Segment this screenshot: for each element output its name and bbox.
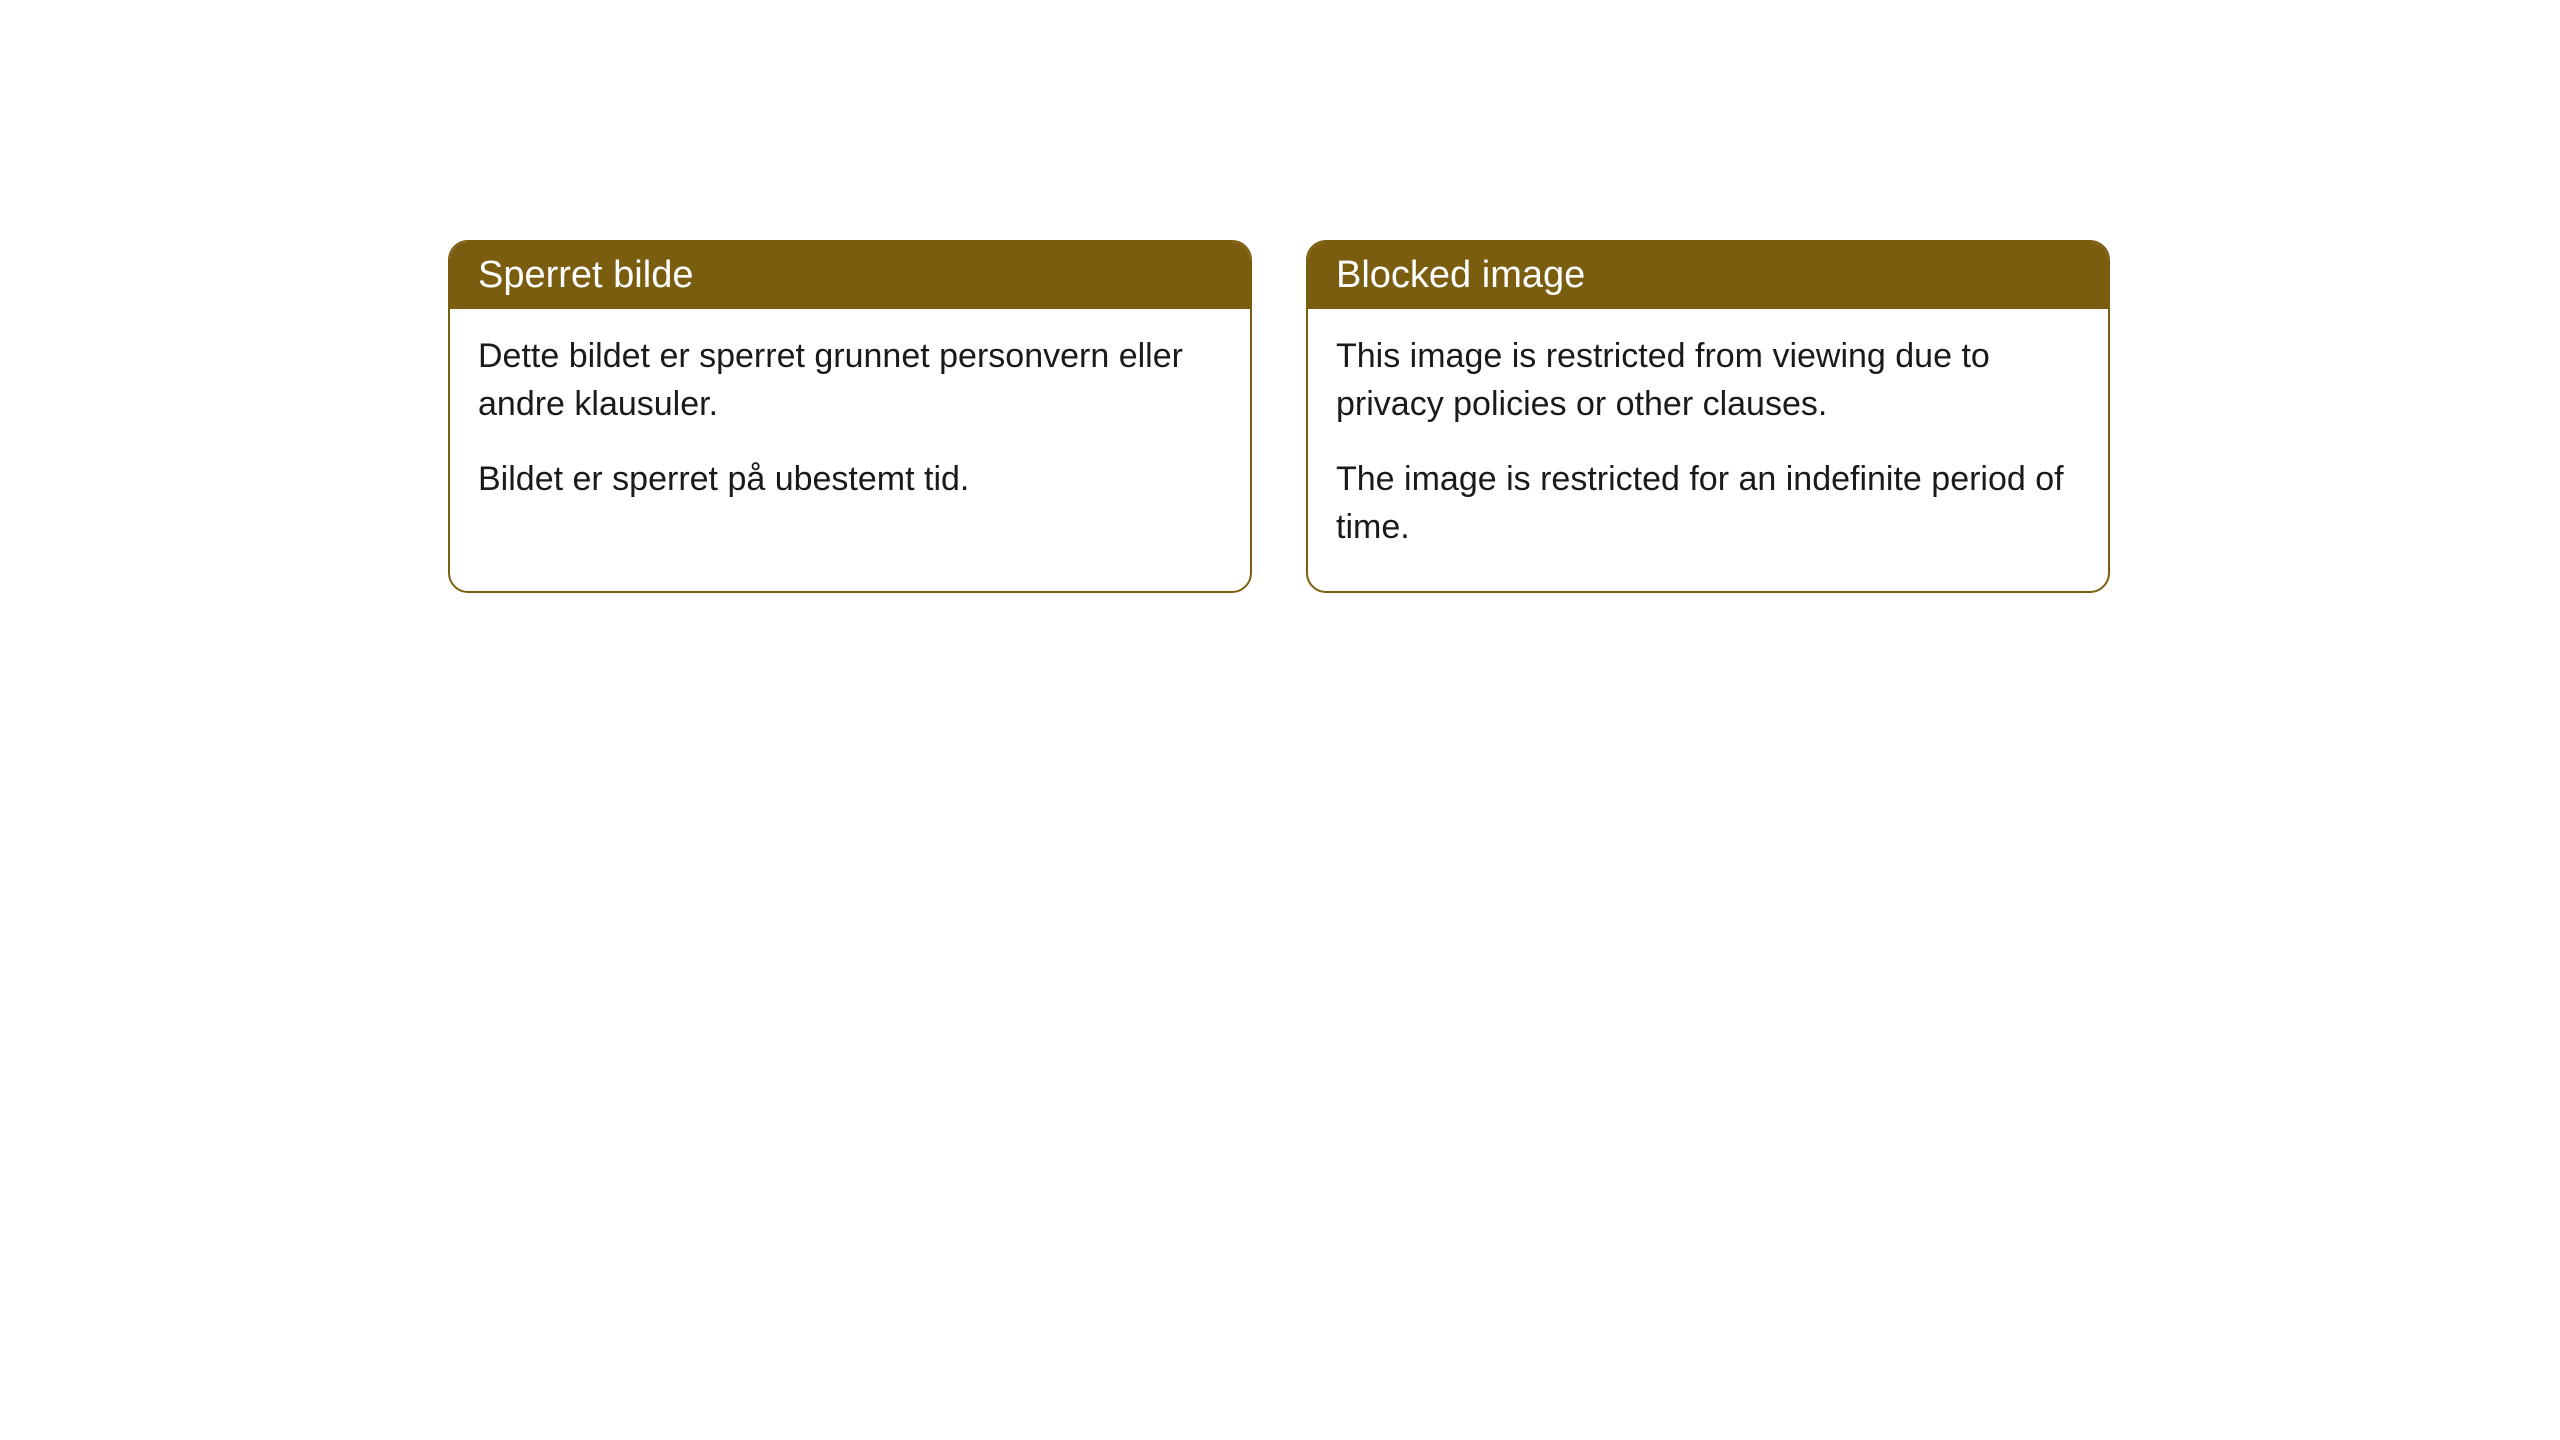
card-body: This image is restricted from viewing du… [1308, 309, 2108, 591]
card-paragraph: The image is restricted for an indefinit… [1336, 456, 2080, 551]
card-body: Dette bildet er sperret grunnet personve… [450, 309, 1250, 544]
card-title: Sperret bilde [478, 254, 693, 296]
notice-cards-container: Sperret bilde Dette bildet er sperret gr… [0, 0, 2560, 593]
card-paragraph: This image is restricted from viewing du… [1336, 333, 2080, 428]
card-paragraph: Dette bildet er sperret grunnet personve… [478, 333, 1222, 428]
card-paragraph: Bildet er sperret på ubestemt tid. [478, 456, 1222, 504]
card-title: Blocked image [1336, 254, 1585, 296]
blocked-image-card-norwegian: Sperret bilde Dette bildet er sperret gr… [448, 240, 1252, 593]
card-header: Blocked image [1308, 242, 2108, 309]
blocked-image-card-english: Blocked image This image is restricted f… [1306, 240, 2110, 593]
card-header: Sperret bilde [450, 242, 1250, 309]
